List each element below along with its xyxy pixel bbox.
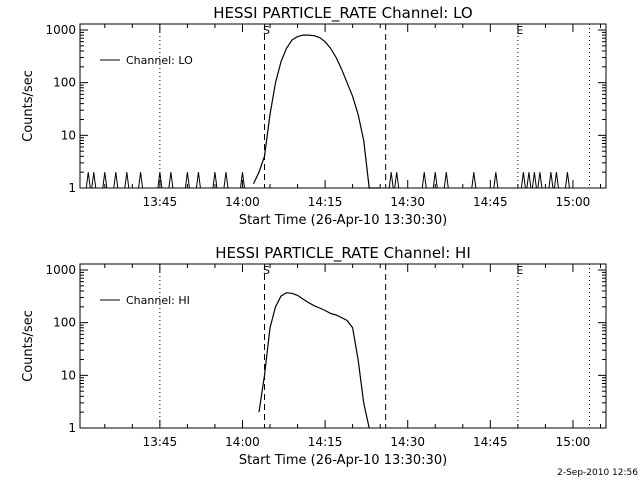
x-tick-label: 14:15: [308, 435, 343, 449]
x-tick-label: 15:00: [556, 195, 591, 209]
time-marker-label: S: [263, 24, 270, 37]
y-tick-label: 1: [68, 181, 76, 195]
chart-title: HESSI PARTICLE_RATE Channel: HI: [215, 244, 471, 263]
baseline-spike: [531, 172, 537, 189]
baseline-spike: [195, 172, 201, 189]
baseline-spike: [184, 172, 190, 189]
baseline-spike: [102, 172, 108, 189]
time-marker-label: S: [263, 264, 270, 277]
series-line: [252, 34, 381, 189]
panel-lo: HESSI PARTICLE_RATE Channel: LO Counts/se…: [21, 4, 607, 228]
baseline-spike: [124, 172, 130, 189]
baseline-spike: [526, 172, 532, 189]
x-tick-label: 13:45: [143, 435, 178, 449]
baseline-spike: [168, 172, 174, 189]
x-tick-label: 14:15: [308, 195, 343, 209]
baseline-spike: [471, 172, 477, 189]
y-tick-label: 100: [53, 316, 76, 330]
x-axis-label: Start Time (26-Apr-10 13:30:30): [239, 453, 447, 468]
x-tick-label: 14:30: [390, 435, 425, 449]
x-tick-label: 14:30: [390, 195, 425, 209]
baseline-spike: [212, 172, 218, 189]
baseline-spike: [548, 172, 554, 189]
y-tick-label: 1000: [45, 263, 76, 277]
baseline-spike: [537, 172, 543, 189]
x-tick-label: 14:00: [225, 435, 260, 449]
y-axis-label: Counts/sec: [21, 70, 36, 142]
baseline-spike: [388, 172, 394, 189]
panel-hi: HESSI PARTICLE_RATE Channel: HI Counts/se…: [21, 244, 607, 468]
y-tick-label: 10: [61, 368, 76, 382]
baseline-spike: [113, 172, 119, 189]
baseline-spike: [239, 172, 245, 189]
baseline-spike: [553, 172, 559, 189]
chart-title: HESSI PARTICLE_RATE Channel: LO: [213, 4, 472, 23]
baseline-spike: [443, 172, 449, 189]
baseline-spike: [564, 172, 570, 189]
baseline-spike: [493, 172, 499, 189]
x-tick-label: 14:00: [225, 195, 260, 209]
y-tick-label: 10: [61, 128, 76, 142]
baseline-spike: [421, 172, 427, 189]
plot-frame: [79, 263, 607, 429]
y-axis-label: Counts/sec: [21, 310, 36, 382]
baseline-spike: [432, 172, 438, 189]
time-marker-label: E: [516, 24, 523, 37]
x-tick-label: 14:45: [473, 435, 508, 449]
plot-frame: [79, 23, 607, 189]
time-marker-label: E: [516, 264, 523, 277]
baseline-spike: [394, 172, 400, 189]
x-tick-label: 13:45: [143, 195, 178, 209]
baseline-spike: [157, 172, 163, 189]
legend-label: Channel: HI: [126, 294, 190, 307]
y-tick-label: 1: [68, 421, 76, 435]
x-tick-label: 14:45: [473, 195, 508, 209]
baseline-spike: [223, 172, 229, 189]
baseline-spike: [520, 172, 526, 189]
baseline-spike: [91, 172, 97, 189]
x-tick-label: 15:00: [556, 435, 591, 449]
y-tick-label: 100: [53, 76, 76, 90]
baseline-spike: [85, 172, 91, 189]
baseline-spike: [138, 172, 144, 189]
y-tick-label: 1000: [45, 23, 76, 37]
footer-timestamp: 2-Sep-2010 12:56: [557, 468, 638, 478]
series-line: [258, 292, 370, 429]
legend-label: Channel: LO: [126, 54, 193, 67]
x-axis-label: Start Time (26-Apr-10 13:30:30): [239, 213, 447, 228]
